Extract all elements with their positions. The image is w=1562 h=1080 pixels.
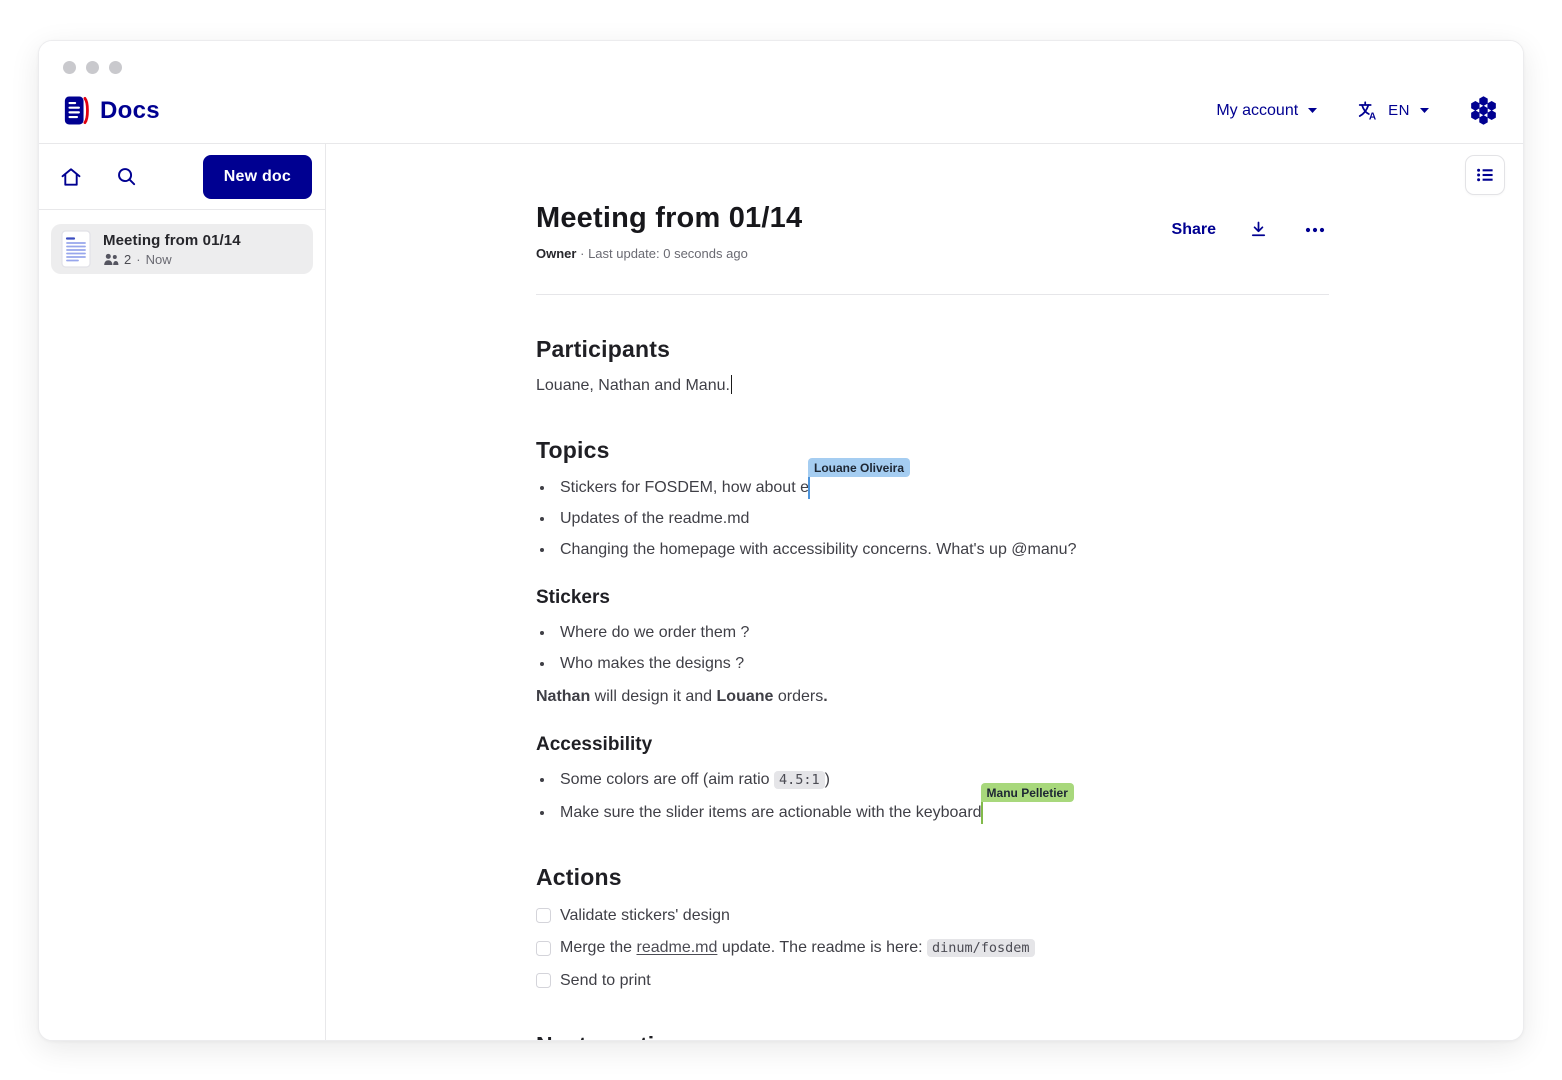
brand-logo[interactable]: Docs <box>63 94 160 127</box>
todo-checkbox[interactable] <box>536 908 551 923</box>
sidebar-toolbar: New doc <box>39 144 325 210</box>
doc-item-meta: 2 · Now <box>103 252 241 267</box>
todo-checkbox[interactable] <box>536 940 551 956</box>
last-update-text: Last update: 0 seconds ago <box>588 246 748 261</box>
todo-checkbox[interactable] <box>536 973 551 988</box>
doc-item-info: Meeting from 01/14 2 <box>103 231 241 267</box>
document-body: Participants Louane, Nathan and Manu. To… <box>536 335 1329 1040</box>
window-control-close[interactable] <box>63 61 76 74</box>
owner-badge: Owner <box>536 246 577 261</box>
share-button[interactable]: Share <box>1171 220 1216 238</box>
heading-participants: Participants <box>536 336 671 362</box>
ellipsis-icon <box>1305 227 1325 233</box>
heading-next-meeting: Next meeting <box>536 1031 1329 1040</box>
document-file-icon <box>61 230 91 268</box>
more-options-button[interactable] <box>1301 223 1329 237</box>
chevron-down-icon <box>1307 107 1318 114</box>
members-icon <box>103 253 119 266</box>
header-divider <box>536 294 1329 295</box>
list-summary-icon <box>1475 165 1495 185</box>
home-button[interactable] <box>55 161 87 193</box>
stickers-list: Where do we order them ? Who makes the d… <box>536 622 1329 674</box>
app-header: Docs My account <box>39 41 1523 144</box>
meta-separator: · <box>136 252 141 267</box>
language-label: EN <box>1388 102 1410 119</box>
window-controls <box>63 61 1499 74</box>
list-item: Some colors are off (aim ratio 4.5:1) <box>555 769 1329 791</box>
apps-grid-button[interactable] <box>1468 95 1499 126</box>
chevron-down-icon <box>1419 107 1430 114</box>
collab-caret <box>807 473 810 499</box>
document-meta: Owner · Last update: 0 seconds ago <box>536 246 802 261</box>
brand-name: Docs <box>100 96 160 124</box>
document-actions: Share <box>1172 215 1329 244</box>
todo-label: Merge the readme.md update. The readme i… <box>560 937 1035 959</box>
participants-text: Louane, Nathan and Manu. <box>536 375 1329 396</box>
list-item: Make sure the slider items are actionabl… <box>555 783 1329 824</box>
todo-list: Validate stickers' design Merge the read… <box>536 905 1329 991</box>
document-title: Meeting from 01/14 <box>536 202 803 234</box>
download-icon <box>1248 219 1269 240</box>
download-button[interactable] <box>1244 215 1273 244</box>
list-item: Updates of the readme.md <box>555 508 1329 529</box>
header-bar: Docs My account <box>63 94 1499 143</box>
docs-logo-icon <box>63 94 91 127</box>
search-button[interactable] <box>111 161 142 192</box>
home-icon <box>59 165 83 189</box>
last-active: Now <box>145 252 172 267</box>
accessibility-list: Some colors are off (aim ratio 4.5:1) Ma… <box>536 769 1329 824</box>
document: Meeting from 01/14 Owner · Last update: … <box>536 144 1329 1040</box>
my-account-label: My account <box>1216 101 1299 119</box>
stickers-note: Nathan will design it and Louane orders. <box>536 688 828 705</box>
doc-list-item[interactable]: Meeting from 01/14 2 <box>51 224 313 274</box>
gaufre-apps-icon <box>1468 95 1499 126</box>
member-count: 2 <box>124 252 132 267</box>
meta-separator: · <box>580 246 585 261</box>
language-selector[interactable]: A EN <box>1356 100 1430 122</box>
translate-icon: A <box>1356 100 1379 122</box>
text-caret <box>730 375 733 394</box>
heading-stickers: Stickers <box>536 587 610 608</box>
window-control-minimize[interactable] <box>86 61 99 74</box>
heading-accessibility: Accessibility <box>536 734 653 755</box>
todo-item: Send to print <box>536 970 1329 991</box>
collab-user-label: Louane Oliveira <box>807 458 911 477</box>
list-item: Changing the homepage with accessibility… <box>555 539 1329 560</box>
heading-actions: Actions <box>536 864 622 890</box>
header-actions: My account <box>1216 95 1499 126</box>
document-header: Meeting from 01/14 Owner · Last update: … <box>536 199 1329 261</box>
todo-item: Validate stickers' design <box>536 905 1329 926</box>
app-window: Docs My account <box>38 40 1524 1041</box>
list-item: Where do we order them ? <box>555 622 1329 643</box>
todo-label: Validate stickers' design <box>560 907 730 924</box>
list-item: Who makes the designs ? <box>555 653 1329 674</box>
code-chip: dinum/fosdem <box>927 939 1035 957</box>
todo-label: Send to print <box>560 972 651 989</box>
doc-list: Meeting from 01/14 2 <box>39 210 325 288</box>
document-title-block: Meeting from 01/14 Owner · Last update: … <box>536 199 802 261</box>
window-control-maximize[interactable] <box>109 61 122 74</box>
my-account-menu[interactable]: My account <box>1216 102 1318 120</box>
svg-text:A: A <box>1369 111 1377 122</box>
new-doc-button[interactable]: New doc <box>202 154 312 199</box>
main-area: Meeting from 01/14 Owner · Last update: … <box>326 144 1523 1040</box>
sidebar: New doc <box>39 144 326 1040</box>
table-of-contents-button[interactable] <box>1465 155 1505 195</box>
doc-item-title: Meeting from 01/14 <box>103 232 241 249</box>
app-body: New doc <box>39 144 1523 1040</box>
collab-caret <box>980 798 983 824</box>
todo-item: Merge the readme.md update. The readme i… <box>536 937 1329 959</box>
heading-topics: Topics <box>536 437 610 463</box>
code-chip: 4.5:1 <box>774 771 825 789</box>
readme-link[interactable]: readme.md <box>636 939 718 956</box>
collab-user-label: Manu Pelletier <box>980 783 1074 802</box>
search-icon <box>115 165 138 188</box>
